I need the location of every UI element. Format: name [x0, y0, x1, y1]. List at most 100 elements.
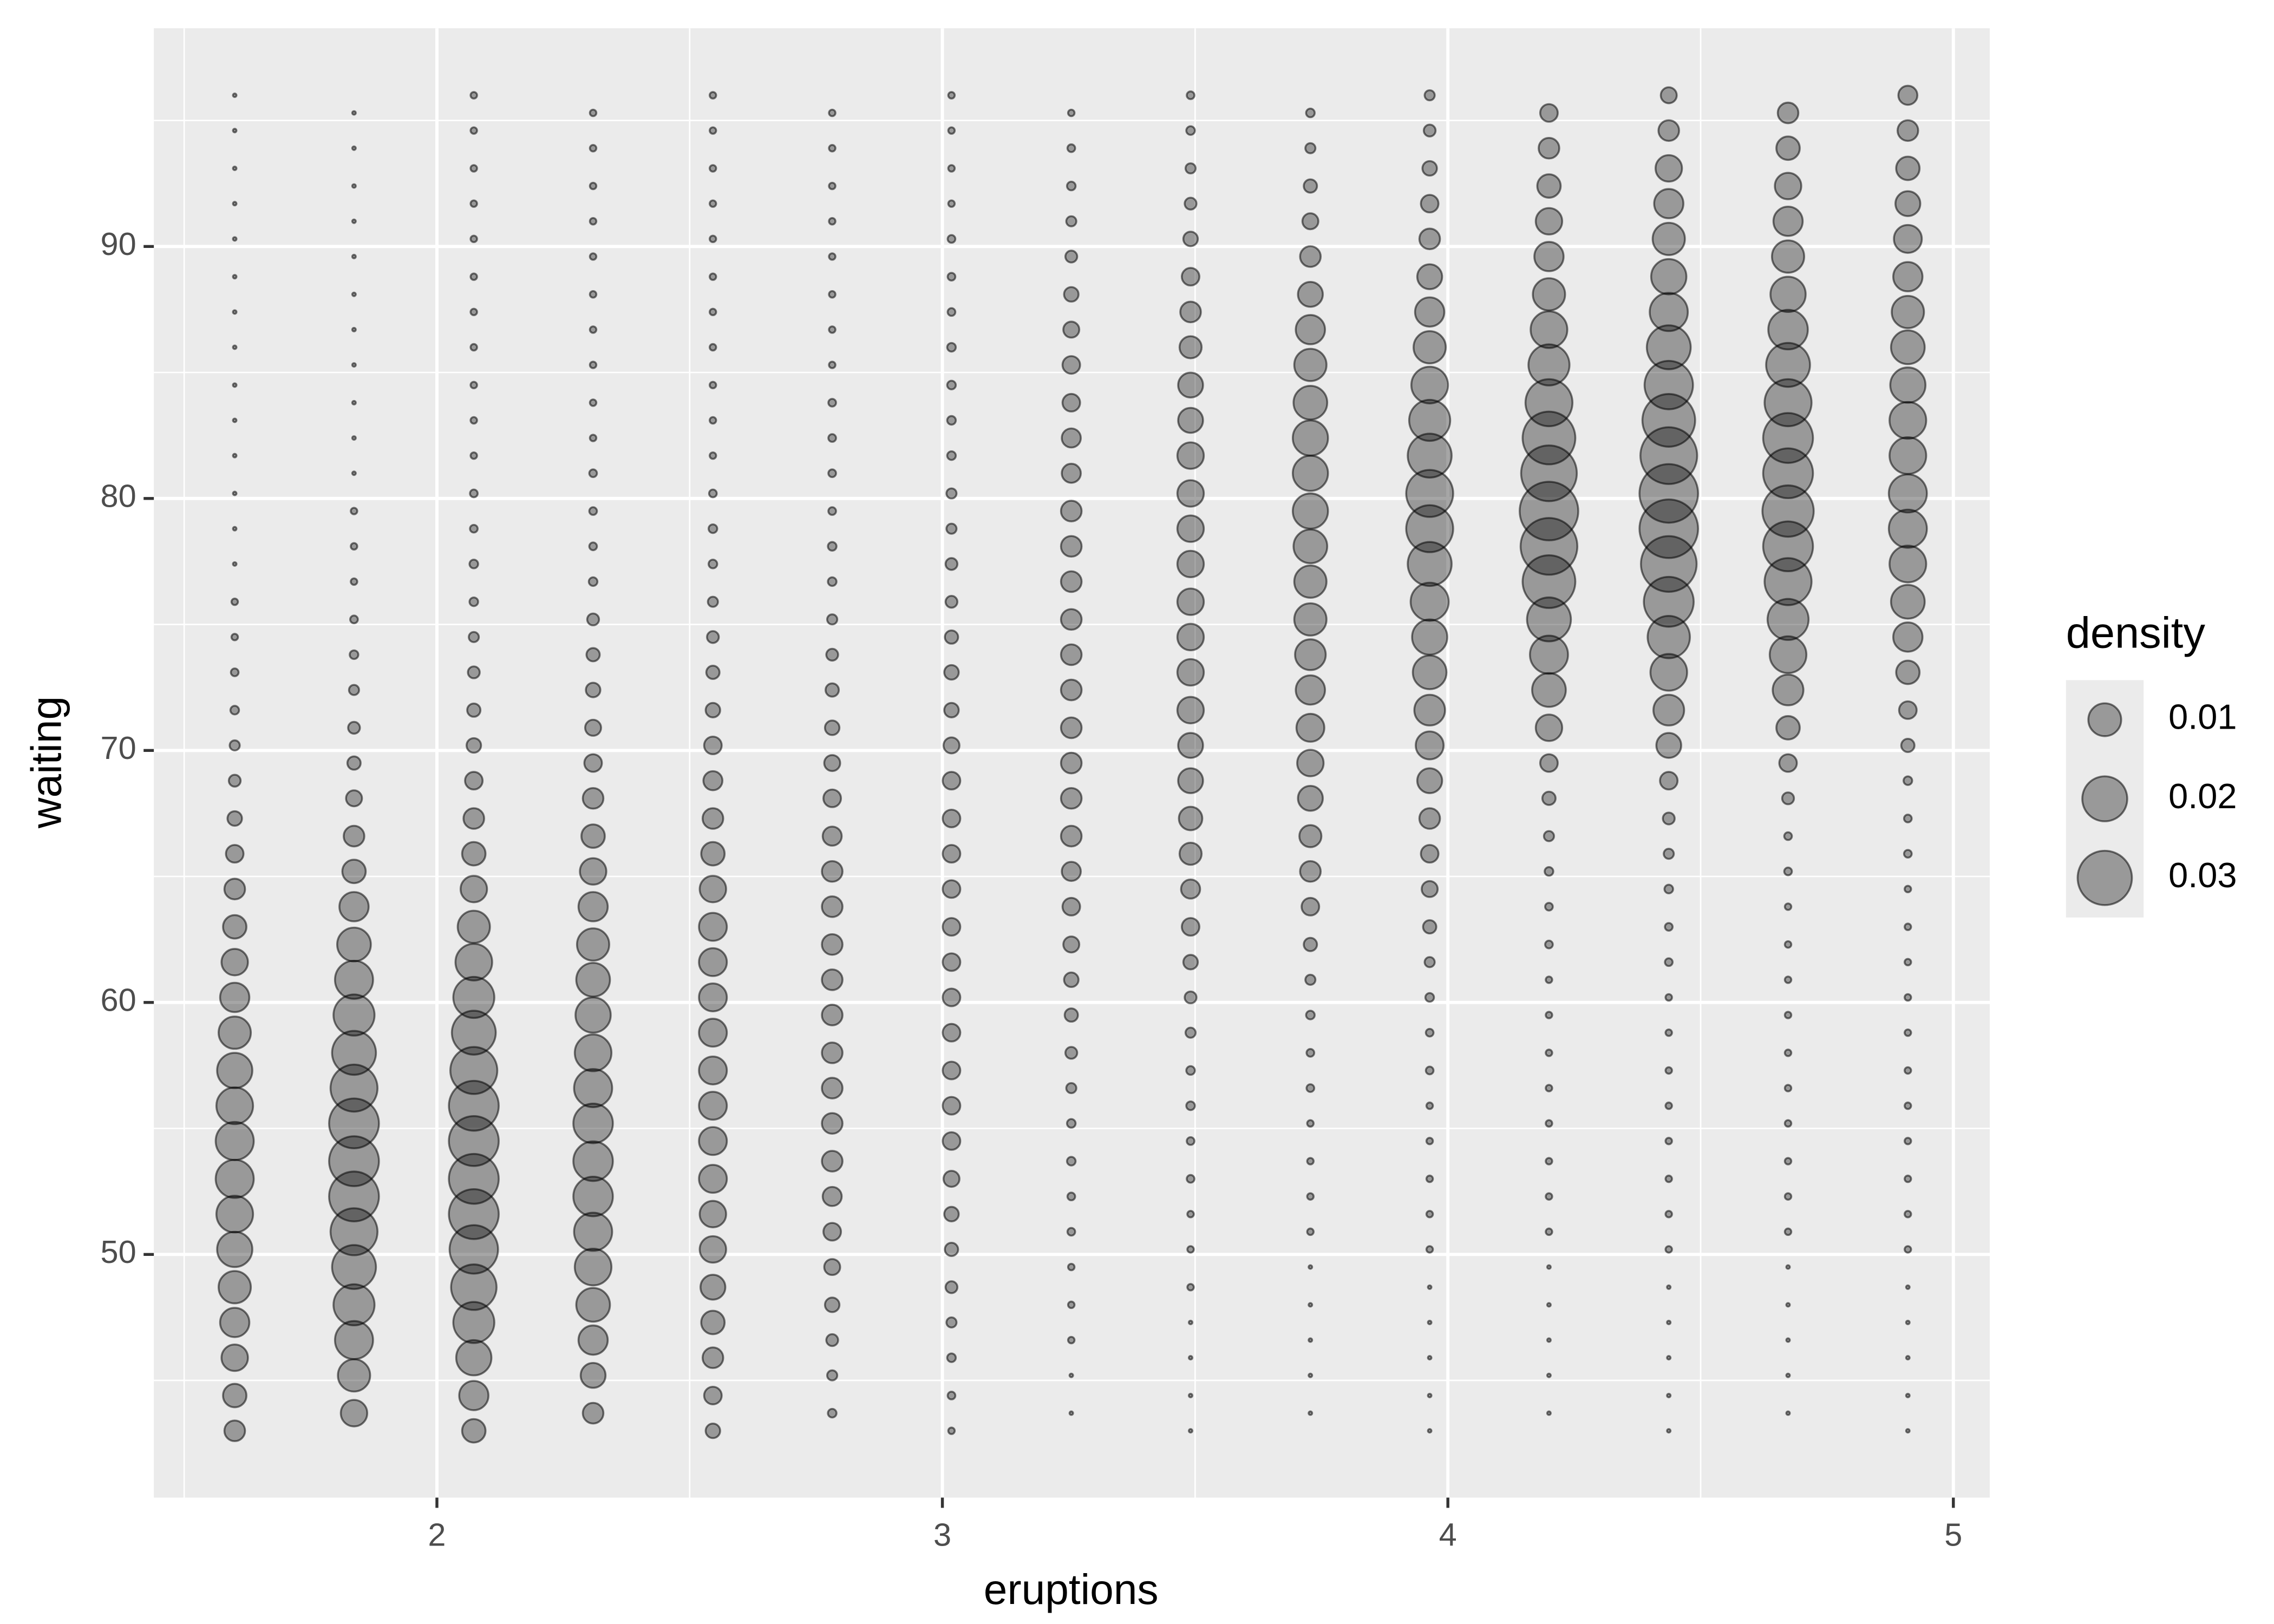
point	[229, 705, 240, 716]
point	[1424, 1027, 1435, 1038]
point	[469, 234, 478, 244]
point	[223, 1419, 246, 1442]
point	[579, 1362, 607, 1389]
point	[1904, 922, 1912, 931]
point	[1763, 378, 1813, 428]
point	[1414, 296, 1446, 328]
point	[350, 507, 358, 515]
point	[469, 307, 478, 317]
point	[698, 1055, 728, 1085]
point	[827, 468, 837, 479]
point	[1521, 410, 1577, 466]
point	[469, 91, 478, 100]
point	[1900, 738, 1916, 753]
point	[698, 875, 727, 903]
point	[942, 917, 962, 937]
point	[708, 559, 718, 569]
point	[338, 891, 370, 922]
point	[828, 325, 837, 334]
point	[576, 927, 610, 962]
point	[455, 1339, 493, 1377]
point	[1897, 84, 1919, 106]
point	[1060, 570, 1083, 593]
point	[1905, 1428, 1911, 1434]
point	[1424, 992, 1435, 1003]
point	[572, 1175, 614, 1217]
point	[1180, 917, 1200, 937]
point	[328, 1135, 380, 1187]
point	[1295, 712, 1325, 743]
point	[1645, 324, 1692, 370]
point	[1060, 751, 1083, 775]
point	[1783, 1157, 1793, 1165]
point	[942, 808, 962, 828]
point	[709, 91, 717, 100]
point	[1768, 635, 1808, 675]
point	[1895, 155, 1921, 181]
point	[1638, 463, 1700, 524]
point	[944, 557, 959, 571]
point	[1783, 1192, 1793, 1201]
point	[1176, 514, 1205, 543]
legend-key	[2076, 849, 2133, 906]
point	[1299, 860, 1322, 883]
point	[1413, 693, 1446, 726]
point	[1185, 1100, 1196, 1111]
point	[1519, 517, 1579, 576]
point	[589, 144, 598, 153]
point	[232, 274, 238, 280]
point	[232, 417, 238, 423]
point	[1664, 957, 1674, 967]
point	[452, 1301, 495, 1344]
point	[1781, 791, 1795, 806]
point	[700, 841, 726, 867]
point	[219, 981, 251, 1013]
point	[1892, 621, 1924, 653]
point	[1536, 173, 1562, 199]
point	[351, 400, 357, 405]
point	[1306, 1119, 1315, 1128]
point	[1887, 508, 1928, 549]
point	[1905, 1319, 1911, 1325]
point	[1898, 700, 1918, 720]
point	[1420, 194, 1440, 214]
point	[1293, 564, 1328, 599]
point	[1891, 294, 1925, 329]
point	[456, 909, 491, 944]
point	[1308, 1302, 1314, 1308]
point	[1639, 535, 1698, 593]
point	[1527, 343, 1571, 387]
point	[351, 435, 357, 441]
point	[1666, 1319, 1672, 1325]
point	[214, 1121, 255, 1161]
point	[223, 878, 246, 901]
point	[827, 506, 837, 516]
points	[214, 84, 1928, 1444]
point	[707, 595, 719, 608]
point	[828, 144, 837, 153]
point	[351, 145, 357, 151]
point	[1409, 581, 1450, 622]
point	[1528, 634, 1569, 675]
point	[1774, 172, 1802, 200]
point	[698, 1126, 728, 1156]
point	[1407, 433, 1453, 479]
point	[1298, 824, 1323, 848]
point	[1664, 1101, 1673, 1110]
point	[1649, 292, 1689, 332]
point	[942, 952, 962, 972]
point	[709, 343, 717, 352]
point	[943, 1206, 960, 1222]
point	[1185, 1065, 1196, 1076]
point	[589, 434, 598, 442]
y-tick-label: 70	[100, 730, 136, 766]
point	[468, 559, 479, 569]
point	[572, 1102, 614, 1144]
point	[706, 630, 720, 644]
point	[1184, 1026, 1197, 1039]
point	[823, 754, 841, 772]
point	[1291, 454, 1329, 492]
point	[1176, 441, 1205, 470]
point	[461, 841, 487, 867]
point	[825, 647, 839, 662]
